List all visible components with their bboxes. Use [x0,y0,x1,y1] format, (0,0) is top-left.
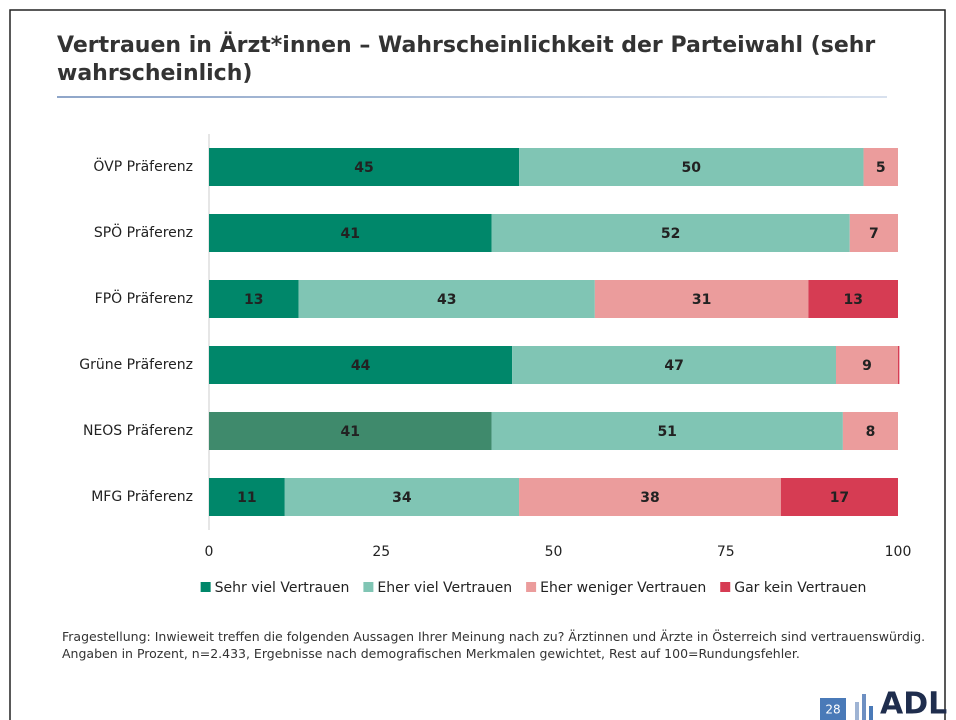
chart-title: Vertrauen in Ärzt*innen – Wahrscheinlich… [57,33,876,86]
bar-segment [209,280,299,318]
legend-label: Eher viel Vertrauen [377,580,512,596]
data-label: 43 [437,292,456,308]
bar-segment [780,478,898,516]
data-label: 50 [682,160,702,176]
page-number-box [820,698,846,720]
legend-swatch [363,582,374,592]
legend-label: Gar kein Vertrauen [734,580,866,596]
footnote: Fragestellung: Inwieweit treffen die fol… [62,629,926,661]
legend-swatch [720,582,731,592]
bar-segment [209,214,492,252]
x-tick-label: 75 [717,544,735,560]
bar-segment [519,148,864,186]
y-tick-label: NEOS Präferenz [83,423,193,439]
bar-segment [808,280,898,318]
data-label: 13 [843,292,862,308]
x-tick-label: 100 [885,544,912,560]
frame [9,9,946,720]
data-label: 9 [862,358,872,374]
x-tick-label: 25 [372,544,390,560]
data-label: 34 [392,490,412,506]
bar-segment [849,214,898,252]
legend-label: Sehr viel Vertrauen [215,580,350,596]
data-label: 51 [657,424,676,440]
logo: ADL [880,687,947,720]
bar-segment [209,346,513,384]
bar-segment [898,346,900,384]
bar-segment [284,478,520,516]
bar-segment [209,148,520,186]
y-tick-label: SPÖ Präferenz [94,223,193,241]
bar-segment [298,280,595,318]
bar-segment [594,280,809,318]
bar-segment [519,478,781,516]
page-number: 28 [825,703,840,717]
data-label: 7 [869,226,879,242]
data-label: 47 [664,358,683,374]
bar-segment [209,412,492,450]
x-tick-label: 0 [205,544,214,560]
data-label: 52 [661,226,680,242]
data-label: 13 [244,292,263,308]
legend-swatch [200,582,211,592]
logo-bars [855,694,873,720]
bar-segment [491,214,850,252]
data-label: 45 [354,160,373,176]
data-label: 41 [341,424,360,440]
bar-segment [863,148,898,186]
data-label: 38 [640,490,659,506]
x-tick-label: 50 [545,544,563,560]
data-label: 5 [876,160,886,176]
data-label: 11 [237,490,256,506]
data-label: 41 [341,226,360,242]
y-tick-label: MFG Präferenz [91,489,193,505]
data-label: 44 [351,358,371,374]
bar-segment [512,346,836,384]
y-tick-label: ÖVP Präferenz [93,157,193,175]
bar-segment [209,478,285,516]
bar-segment [842,412,898,450]
y-tick-label: FPÖ Präferenz [95,289,193,307]
bar-segment [835,346,898,384]
y-tick-label: Grüne Präferenz [79,357,193,373]
data-label: 8 [866,424,876,440]
data-label: 17 [830,490,849,506]
title-underline [57,96,887,98]
bar-segment [491,412,843,450]
legend-label: Eher weniger Vertrauen [540,580,706,596]
legend-swatch [526,582,537,592]
data-label: 31 [692,292,711,308]
